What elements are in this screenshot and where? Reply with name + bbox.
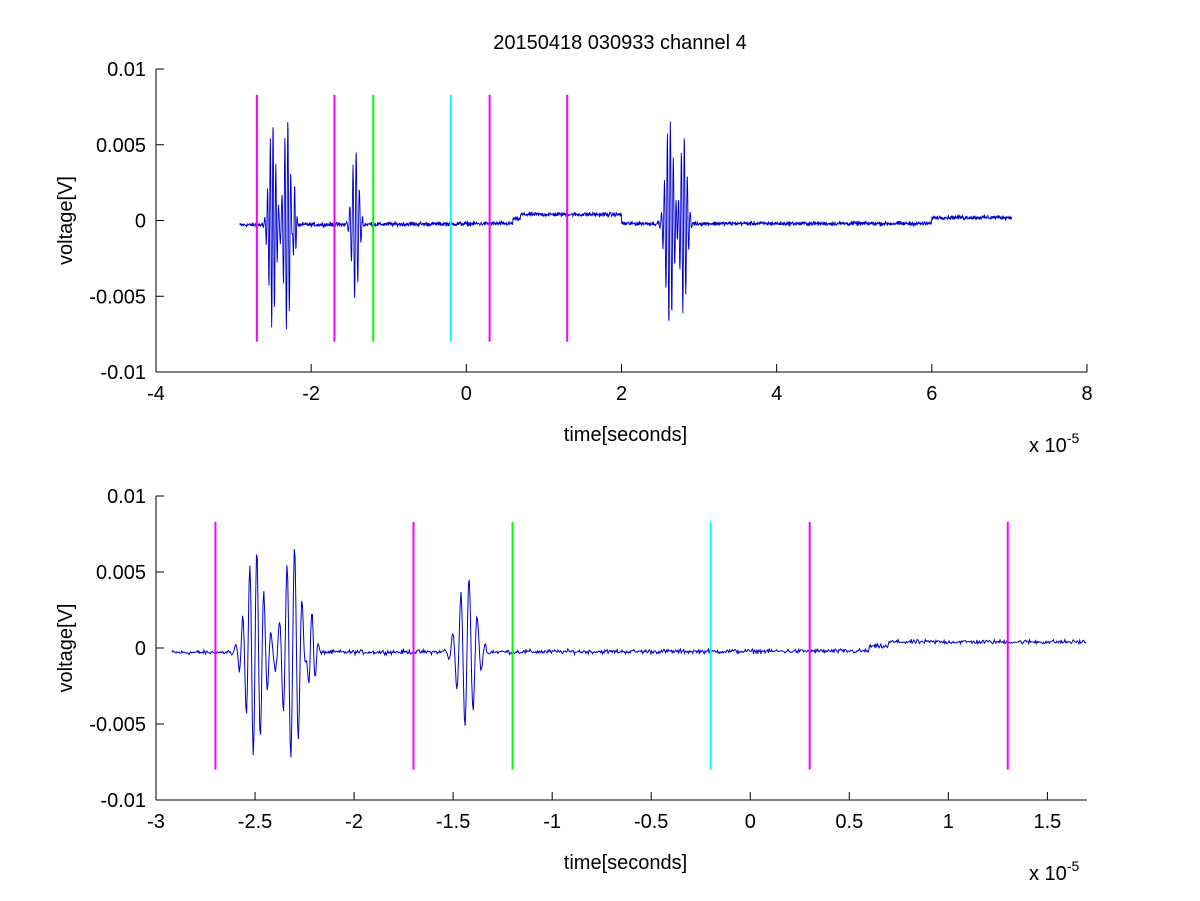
x-tick-label: -2	[345, 811, 363, 833]
bottom-y-axis-label: voltage[V]	[55, 604, 77, 693]
x-tick-label: 0	[745, 811, 756, 833]
top-x-exponent-power: -5	[1067, 430, 1080, 446]
signal-trace	[171, 549, 1087, 758]
x-tick-label: 0.5	[835, 811, 863, 833]
bottom-axes	[155, 496, 1087, 801]
y-tick-label: 0	[135, 211, 146, 233]
x-tick-label: -1.5	[436, 811, 470, 833]
bottom-x-axis-label: time[seconds]	[564, 852, 687, 874]
x-tick-label: -1	[543, 811, 561, 833]
top-x-exponent-base: x 10	[1029, 435, 1067, 457]
top-x-axis-label: time[seconds]	[564, 424, 687, 446]
y-tick-label: -0.01	[100, 362, 146, 384]
bottom-signal	[171, 549, 1087, 758]
x-tick-label: 8	[1081, 383, 1092, 405]
x-tick-label: 0	[461, 383, 472, 405]
y-tick-label: -0.005	[89, 714, 146, 736]
x-tick-label: 2	[616, 383, 627, 405]
x-tick-label: 4	[771, 383, 782, 405]
y-tick-label: 0.01	[107, 59, 146, 81]
signal-trace	[239, 121, 1013, 330]
bottom-ticks: -3 -2.5 -2 -1.5 -1 -0.5 0 0.5 1 1.5 -0.01 -0.005 0 0.…	[89, 486, 1061, 833]
x-tick-label: -0.5	[634, 811, 668, 833]
x-tick-label: -4	[147, 383, 165, 405]
figure-title: 20150418 030933 channel 4	[493, 32, 747, 54]
bottom-x-exponent: x 10-5	[1029, 858, 1079, 885]
bottom-x-exponent-base: x 10	[1029, 863, 1067, 885]
top-y-axis-label: voltage[V]	[55, 176, 77, 265]
x-tick-label: -3	[147, 811, 165, 833]
top-plot: -4 -2 0 2 4 6 8 -0.01 -0.005 0 0.005 0.01 time[seco…	[55, 59, 1093, 457]
x-tick-label: -2	[302, 383, 320, 405]
y-tick-label: -0.005	[89, 286, 146, 308]
y-tick-label: -0.01	[100, 790, 146, 812]
y-tick-label: 0.005	[96, 135, 146, 157]
y-tick-label: 0.01	[107, 486, 146, 508]
x-tick-label: -2.5	[238, 811, 272, 833]
bottom-plot: -3 -2.5 -2 -1.5 -1 -0.5 0 0.5 1 1.5 -0.01 -0.005 0 0.…	[55, 486, 1087, 885]
x-tick-label: 1	[943, 811, 954, 833]
y-tick-label: 0.005	[96, 562, 146, 584]
top-ticks: -4 -2 0 2 4 6 8 -0.01 -0.005 0 0.005 0.01	[89, 59, 1092, 405]
bottom-x-exponent-power: -5	[1067, 858, 1080, 874]
top-x-exponent: x 10-5	[1029, 430, 1079, 457]
y-tick-label: 0	[135, 638, 146, 660]
x-tick-label: 1.5	[1033, 811, 1061, 833]
top-signal	[239, 121, 1013, 330]
x-tick-label: 6	[926, 383, 937, 405]
bottom-markers	[214, 521, 1009, 770]
top-markers	[255, 94, 569, 342]
